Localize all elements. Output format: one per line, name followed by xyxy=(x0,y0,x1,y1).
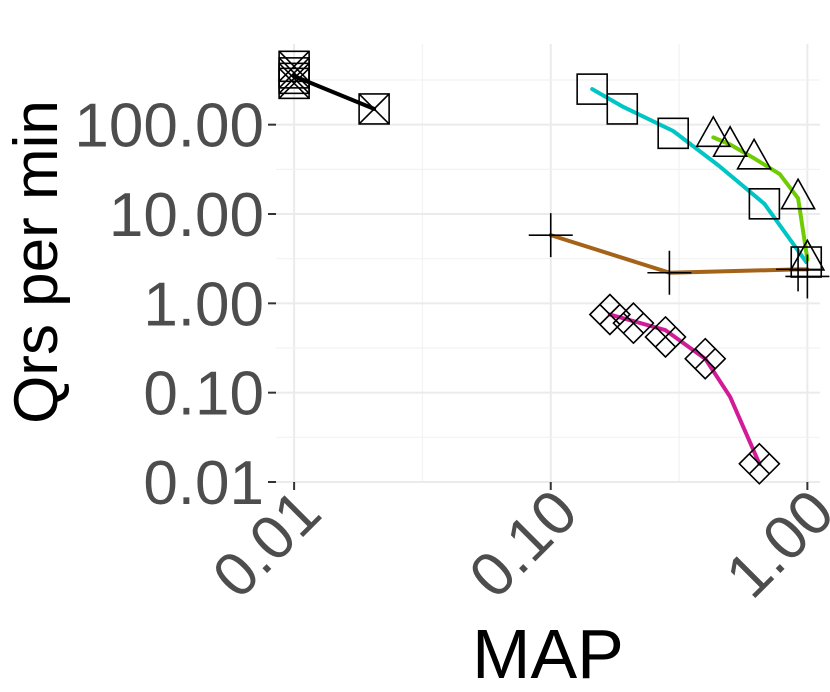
data-point xyxy=(776,247,821,292)
y-tick-label: 100.00 xyxy=(74,92,264,161)
y-axis: 0.01 0.10 1.00 10.00 100.00 xyxy=(74,92,276,518)
marker-cross xyxy=(654,326,677,348)
data-point xyxy=(576,73,608,105)
marker-cross xyxy=(358,93,390,125)
y-tick-label: 1.00 xyxy=(143,270,264,339)
data-point xyxy=(644,315,687,359)
marker-diamond xyxy=(644,315,687,359)
marker-square xyxy=(748,188,781,220)
marker-square xyxy=(358,93,390,125)
grid xyxy=(276,44,820,483)
marker-triangle xyxy=(736,137,772,170)
data-point xyxy=(606,93,639,125)
x-axis-title: MAP xyxy=(472,615,624,692)
data-point xyxy=(780,177,816,210)
y-tick-label: 0.01 xyxy=(143,449,264,518)
marker-cross xyxy=(694,348,716,370)
marker-diamond xyxy=(588,293,632,336)
marker-square xyxy=(606,93,639,125)
marker-diamond xyxy=(612,302,655,345)
marker-triangle xyxy=(712,125,749,158)
marker-square xyxy=(576,73,608,105)
data-point xyxy=(657,117,689,150)
data-markers xyxy=(278,50,830,485)
data-point xyxy=(684,337,727,380)
data-point xyxy=(738,442,781,485)
marker-square xyxy=(278,67,310,100)
trend-line xyxy=(590,87,809,264)
data-point xyxy=(748,188,781,220)
marker-cross xyxy=(278,50,310,82)
data-point xyxy=(612,302,655,345)
data-point xyxy=(695,115,732,148)
marker-diamond xyxy=(684,337,727,380)
y-axis-title: Qrs per min xyxy=(2,100,71,424)
data-point xyxy=(712,125,749,158)
data-point xyxy=(785,254,830,299)
y-tick-label: 10.00 xyxy=(109,181,264,250)
marker-triangle xyxy=(695,115,732,148)
marker-cross xyxy=(278,67,310,99)
data-point xyxy=(647,250,692,295)
marker-cross xyxy=(748,453,770,475)
marker-diamond xyxy=(738,442,781,485)
data-point xyxy=(528,213,573,258)
y-tick-label: 0.10 xyxy=(143,360,264,429)
data-point xyxy=(736,137,772,170)
marker-square xyxy=(657,117,689,150)
marker-cross xyxy=(599,303,621,326)
marker-triangle xyxy=(780,177,816,210)
data-point xyxy=(358,93,390,125)
data-point xyxy=(278,67,310,100)
marker-cross xyxy=(622,312,644,334)
